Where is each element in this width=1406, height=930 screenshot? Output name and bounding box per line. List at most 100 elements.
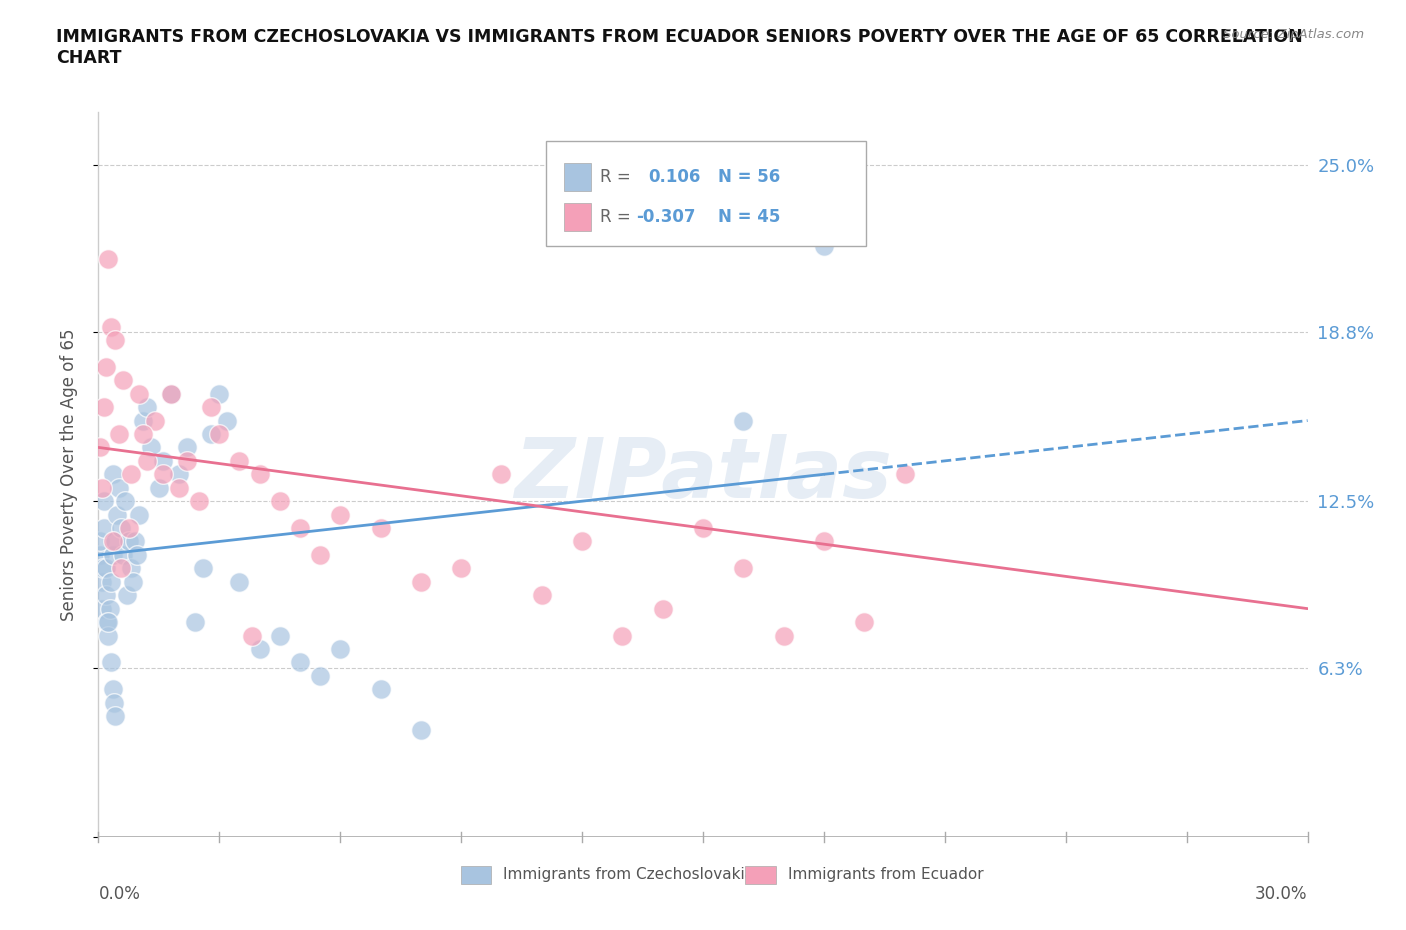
Point bbox=[101, 467, 124, 482]
Point bbox=[409, 575, 432, 590]
Point bbox=[269, 494, 291, 509]
Point bbox=[107, 427, 129, 442]
Point bbox=[692, 521, 714, 536]
Text: R =: R = bbox=[600, 207, 637, 226]
Point bbox=[772, 628, 794, 643]
Text: N = 56: N = 56 bbox=[717, 168, 780, 186]
Point bbox=[188, 494, 211, 509]
Point bbox=[208, 386, 231, 401]
Point bbox=[193, 561, 215, 576]
Point bbox=[409, 722, 432, 737]
Bar bbox=[461, 866, 492, 884]
Text: 0.0%: 0.0% bbox=[98, 885, 141, 903]
Point bbox=[733, 561, 755, 576]
Text: 30.0%: 30.0% bbox=[1256, 885, 1308, 903]
Text: 0.106: 0.106 bbox=[648, 168, 702, 186]
Point bbox=[100, 575, 122, 590]
Point bbox=[132, 427, 155, 442]
Point bbox=[228, 575, 250, 590]
Point bbox=[96, 615, 118, 630]
Point bbox=[103, 534, 125, 549]
Point bbox=[733, 413, 755, 428]
Point bbox=[530, 588, 553, 603]
Point bbox=[128, 386, 150, 401]
Point bbox=[105, 507, 128, 522]
Point bbox=[101, 548, 124, 563]
Point bbox=[135, 454, 157, 469]
Point bbox=[148, 480, 170, 495]
Point bbox=[612, 628, 634, 643]
Bar bbox=[564, 203, 591, 231]
Point bbox=[118, 521, 141, 536]
Text: Immigrants from Czechoslovakia: Immigrants from Czechoslovakia bbox=[503, 867, 755, 883]
Text: Source: ZipAtlas.com: Source: ZipAtlas.com bbox=[1223, 28, 1364, 41]
Point bbox=[101, 534, 124, 549]
Point bbox=[813, 238, 835, 253]
Point bbox=[853, 615, 876, 630]
Point bbox=[143, 413, 166, 428]
Point bbox=[200, 400, 222, 415]
Point bbox=[96, 359, 118, 374]
Y-axis label: Seniors Poverty Over the Age of 65: Seniors Poverty Over the Age of 65 bbox=[59, 328, 77, 620]
Point bbox=[176, 454, 198, 469]
Point bbox=[217, 413, 239, 428]
Point bbox=[120, 467, 142, 482]
Point bbox=[240, 628, 263, 643]
Point bbox=[813, 534, 835, 549]
Bar bbox=[745, 866, 776, 884]
Point bbox=[97, 628, 120, 643]
Point bbox=[450, 561, 472, 576]
Point bbox=[167, 467, 190, 482]
Point bbox=[125, 548, 148, 563]
Point bbox=[200, 427, 222, 442]
Text: IMMIGRANTS FROM CZECHOSLOVAKIA VS IMMIGRANTS FROM ECUADOR SENIORS POVERTY OVER T: IMMIGRANTS FROM CZECHOSLOVAKIA VS IMMIGR… bbox=[56, 28, 1303, 67]
Point bbox=[90, 575, 112, 590]
Point bbox=[96, 588, 118, 603]
Point bbox=[89, 548, 111, 563]
Point bbox=[97, 615, 120, 630]
Point bbox=[249, 467, 271, 482]
Point bbox=[91, 561, 114, 576]
Point bbox=[114, 494, 136, 509]
Point bbox=[115, 588, 138, 603]
Point bbox=[651, 601, 673, 616]
Text: -0.307: -0.307 bbox=[637, 207, 696, 226]
Point bbox=[269, 628, 291, 643]
Point bbox=[176, 440, 198, 455]
Point bbox=[208, 427, 231, 442]
Point bbox=[329, 507, 352, 522]
Point bbox=[370, 682, 392, 697]
Point bbox=[107, 480, 129, 495]
Point bbox=[309, 669, 332, 684]
Point bbox=[571, 534, 593, 549]
Point bbox=[128, 507, 150, 522]
Point bbox=[491, 467, 513, 482]
Point bbox=[288, 521, 311, 536]
Point bbox=[329, 642, 352, 657]
Point bbox=[97, 252, 120, 267]
Point bbox=[370, 521, 392, 536]
Point bbox=[120, 561, 142, 576]
Point bbox=[103, 696, 125, 711]
Point bbox=[101, 682, 124, 697]
Text: ZIPatlas: ZIPatlas bbox=[515, 433, 891, 515]
Text: Immigrants from Ecuador: Immigrants from Ecuador bbox=[787, 867, 983, 883]
Point bbox=[100, 655, 122, 670]
Point bbox=[111, 548, 134, 563]
Point bbox=[249, 642, 271, 657]
Point bbox=[91, 480, 114, 495]
Point bbox=[167, 480, 190, 495]
Point bbox=[160, 386, 183, 401]
Point bbox=[94, 561, 117, 576]
Point bbox=[121, 575, 143, 590]
Point bbox=[309, 548, 332, 563]
Point bbox=[152, 467, 174, 482]
Point bbox=[104, 709, 127, 724]
Point bbox=[91, 601, 114, 616]
Point bbox=[228, 454, 250, 469]
Point bbox=[103, 333, 125, 348]
Point bbox=[184, 615, 207, 630]
Point bbox=[93, 400, 115, 415]
Point bbox=[139, 440, 162, 455]
Text: R =: R = bbox=[600, 168, 637, 186]
